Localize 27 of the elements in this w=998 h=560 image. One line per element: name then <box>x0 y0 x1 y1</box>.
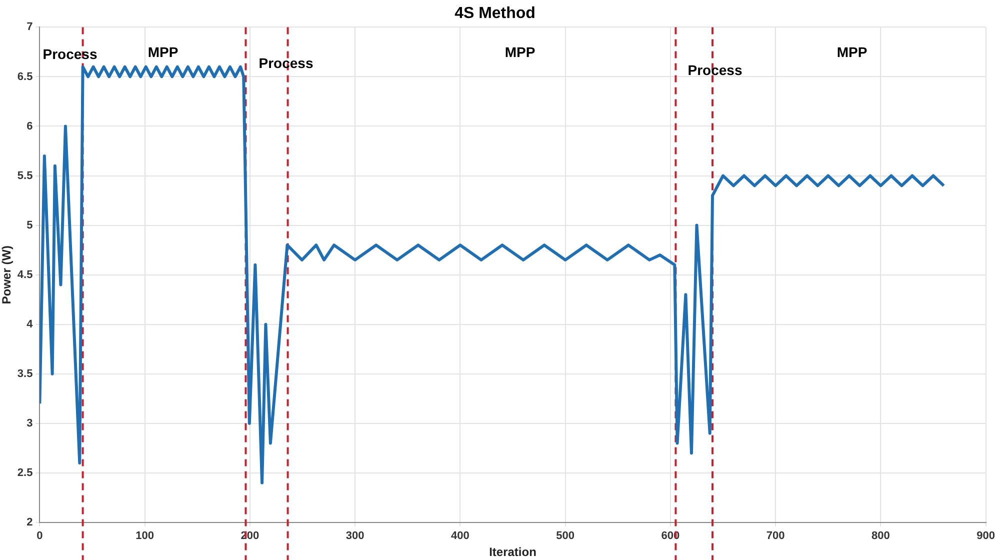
y-tick-label: 5.5 <box>17 170 33 182</box>
x-tick-label: 300 <box>346 530 364 542</box>
y-tick-label: 6.5 <box>17 70 33 83</box>
x-tick-label: 400 <box>451 530 470 542</box>
y-tick-label: 2.5 <box>17 466 33 479</box>
y-axis-title: Power (W) <box>0 245 14 304</box>
y-tick-label: 2 <box>26 516 33 528</box>
x-axis-title: Iteration <box>489 545 536 560</box>
annotation: MPP <box>148 44 178 60</box>
x-tick-label: 0 <box>36 530 43 542</box>
chart-title: 4S Method <box>454 5 536 22</box>
annotation: MPP <box>504 44 536 60</box>
y-tick-label: 4.5 <box>17 268 33 281</box>
annotation: Process <box>258 54 314 71</box>
annotation: MPP <box>836 44 868 60</box>
x-tick-label: 500 <box>556 530 574 542</box>
y-tick-label: 3.5 <box>17 368 33 380</box>
y-tick-label: 6 <box>26 120 33 132</box>
x-tick-label: 800 <box>872 530 890 542</box>
y-tick-label: 7 <box>26 21 33 34</box>
x-tick-label: 100 <box>136 530 154 542</box>
x-tick-label: 700 <box>766 530 785 542</box>
y-tick-label: 5 <box>26 219 33 232</box>
y-tick-label: 3 <box>26 417 33 430</box>
annotation: Process <box>688 62 742 78</box>
y-tick-label: 4 <box>26 318 34 330</box>
x-tick-label: 900 <box>976 530 996 542</box>
